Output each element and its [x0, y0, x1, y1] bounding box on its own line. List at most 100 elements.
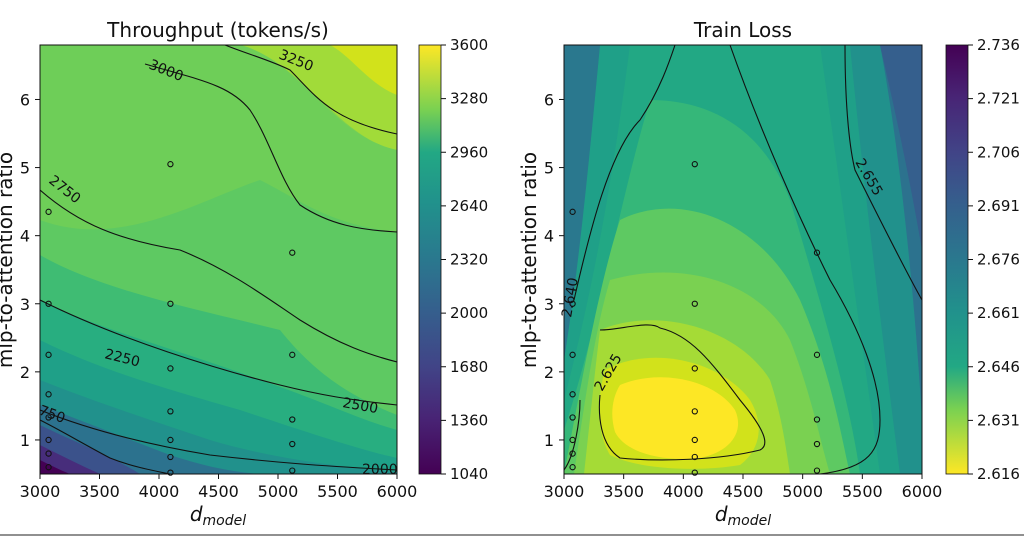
loss-x-tick-label: 3000 — [544, 482, 585, 501]
loss-colorbar-tick-label: 2.691 — [977, 197, 1020, 215]
loss-sample-point — [569, 351, 576, 358]
loss-sample-point — [569, 450, 576, 457]
throughput-sample-point — [45, 208, 52, 215]
throughput-title: Throughput (tokens/s) — [106, 18, 329, 42]
loss-x-tick-label: 6000 — [902, 482, 943, 501]
loss-contour-lines — [564, 45, 922, 474]
throughput-y-tick-label: 6 — [20, 90, 30, 109]
throughput-sample-points — [45, 161, 296, 476]
throughput-y-ticks: 1 2 3 4 5 6 — [20, 90, 40, 450]
loss-y-tick-label: 6 — [544, 90, 554, 109]
throughput-y-tick-label: 1 — [20, 431, 30, 450]
loss-sample-point — [691, 365, 698, 372]
loss-y-tick-label: 1 — [544, 431, 554, 450]
throughput-contour-lines — [40, 45, 397, 474]
throughput-colorbar-tick-label: 2320 — [450, 251, 488, 269]
throughput-sample-point — [289, 249, 296, 256]
throughput-sample-point — [45, 436, 52, 444]
loss-y-tick-label: 2 — [544, 363, 554, 382]
loss-sample-point — [691, 161, 698, 168]
loss-colorbar-tick-label: 2.631 — [977, 411, 1020, 429]
throughput-sample-point — [167, 408, 174, 415]
throughput-colorbar-tick-label: 1040 — [450, 465, 488, 483]
loss-sample-point — [569, 436, 576, 444]
throughput-x-tick-label: 6000 — [377, 482, 418, 501]
loss-x-tick-label: 5000 — [782, 482, 823, 501]
throughput-sample-point — [45, 450, 52, 457]
throughput-label-2500: 2500 — [341, 395, 379, 417]
throughput-x-tick-label: 5500 — [317, 482, 358, 501]
loss-sample-point — [691, 453, 698, 461]
throughput-colorbar-tick-label: 3600 — [450, 36, 488, 54]
loss-xlabel: dmodel — [715, 502, 771, 529]
loss-sample-point — [813, 416, 821, 423]
throughput-sample-point — [167, 365, 174, 372]
loss-x-tick-label: 3500 — [603, 482, 644, 501]
loss-sample-point — [691, 469, 698, 476]
loss-colorbar-tick-label: 2.676 — [977, 251, 1020, 269]
throughput-colorbar-tick-label: 3280 — [450, 90, 488, 108]
throughput-sample-point — [289, 440, 296, 448]
loss-colorbar-ticks: 2.616 2.631 2.646 2.661 2.676 2.691 2.706 2.721… — [968, 36, 1020, 483]
loss-title: Train Loss — [693, 18, 792, 42]
throughput-y-tick-label: 4 — [20, 227, 30, 246]
throughput-x-ticks: 3000 3500 4000 4500 5000 5500 6000 — [20, 474, 418, 501]
throughput-contour-fill — [40, 45, 397, 474]
throughput-x-tick-label: 4000 — [139, 482, 180, 501]
loss-sample-point — [691, 408, 698, 415]
throughput-sample-point — [45, 391, 52, 398]
loss-colorbar — [945, 44, 969, 475]
loss-sample-point — [813, 249, 821, 256]
throughput-x-tick-label: 3500 — [79, 482, 120, 501]
throughput-plot: Throughput (tokens/s) 3000 — [0, 18, 488, 529]
throughput-sample-point — [167, 300, 174, 307]
loss-sample-point — [569, 208, 576, 215]
throughput-sample-point — [45, 300, 52, 307]
throughput-sample-point — [45, 464, 52, 471]
throughput-colorbar-tick-label: 1680 — [450, 358, 488, 376]
throughput-ylabel: mlp-to-attention ratio — [0, 152, 17, 368]
throughput-y-tick-label: 3 — [20, 295, 30, 314]
throughput-label-2000: 2000 — [362, 462, 398, 478]
throughput-y-tick-label: 2 — [20, 363, 30, 382]
throughput-colorbar-ticks: 1040 1360 1680 2000 2320 2640 2960 3280 3600 — [441, 36, 488, 483]
loss-sample-point — [813, 440, 821, 448]
loss-x-ticks: 3000 3500 4000 4500 5000 5500 6000 — [544, 474, 943, 501]
loss-sample-point — [813, 467, 821, 474]
loss-colorbar-tick-label: 2.661 — [977, 304, 1020, 322]
loss-plot: Train Loss 2.655 2.625 2.640 — [517, 18, 1020, 529]
throughput-y-tick-label: 5 — [20, 159, 30, 178]
loss-colorbar-tick-label: 2.646 — [977, 358, 1020, 376]
loss-sample-point — [691, 300, 698, 307]
loss-sample-point — [569, 414, 576, 421]
throughput-x-tick-label: 5000 — [258, 482, 299, 501]
loss-x-tick-label: 4000 — [663, 482, 704, 501]
throughput-sample-point — [167, 161, 174, 168]
loss-y-tick-label: 4 — [544, 227, 554, 246]
throughput-sample-point — [167, 453, 174, 461]
throughput-sample-point — [289, 467, 296, 474]
loss-y-tick-label: 5 — [544, 159, 554, 178]
throughput-x-tick-label: 3000 — [20, 482, 61, 501]
loss-colorbar-tick-label: 2.616 — [977, 465, 1020, 483]
loss-x-tick-label: 4500 — [723, 482, 764, 501]
throughput-sample-point — [289, 416, 296, 423]
loss-y-ticks: 1 2 3 4 5 6 — [544, 90, 564, 450]
throughput-sample-point — [289, 351, 296, 358]
throughput-x-tick-label: 4500 — [198, 482, 239, 501]
loss-x-tick-label: 5500 — [842, 482, 883, 501]
throughput-xlabel: dmodel — [190, 502, 246, 529]
loss-label-2640: 2.640 — [559, 276, 582, 318]
throughput-colorbar-tick-label: 2000 — [450, 304, 488, 322]
loss-sample-point — [569, 464, 576, 471]
loss-sample-point — [569, 391, 576, 398]
throughput-sample-point — [167, 469, 174, 476]
loss-y-tick-label: 3 — [544, 295, 554, 314]
loss-colorbar-tick-label: 2.706 — [977, 143, 1020, 161]
loss-ylabel: mlp-to-attention ratio — [517, 152, 541, 368]
throughput-sample-point — [45, 351, 52, 358]
loss-sample-point — [691, 436, 698, 444]
throughput-colorbar-tick-label: 1360 — [450, 411, 488, 429]
loss-sample-point — [813, 351, 821, 358]
